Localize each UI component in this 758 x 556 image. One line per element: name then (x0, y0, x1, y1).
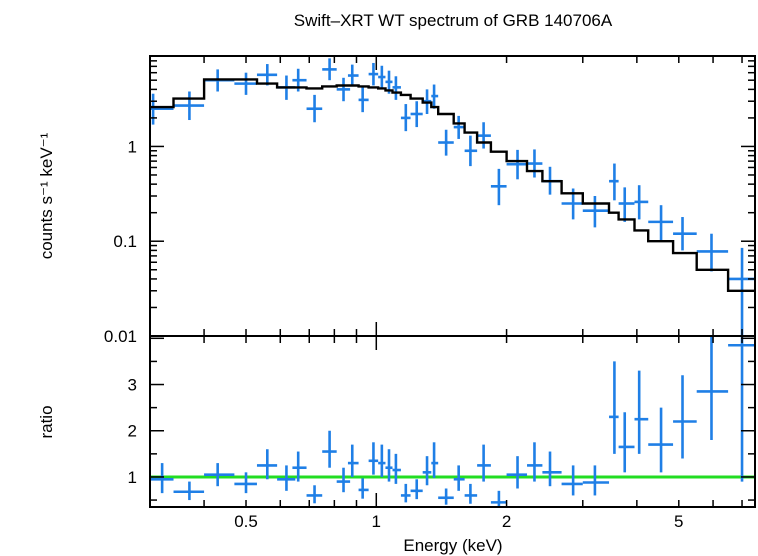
ratio-data-point (277, 465, 296, 491)
spectrum-data-point (322, 58, 337, 81)
spectrum-data-point (306, 94, 323, 123)
spectrum-data-point (392, 76, 401, 100)
spectrum-data-point (173, 91, 205, 121)
spectrum-data-point (453, 115, 465, 139)
y-tick-label: 0.1 (113, 232, 137, 251)
spectrum-data-point (477, 122, 491, 149)
spectrum-data-point (256, 64, 278, 86)
ratio-data-point (234, 472, 257, 494)
spectrum-data-point (609, 163, 619, 201)
y-tick-label: 1 (128, 137, 137, 156)
spectrum-data-point (336, 77, 351, 102)
chart-title: Swift–XRT WT spectrum of GRB 140706A (294, 11, 613, 30)
model-step-path (150, 78, 755, 292)
ratio-data-point (368, 442, 379, 475)
ratio-data-point (477, 444, 491, 482)
ratio-data-point (150, 463, 174, 494)
spectrum-data-point (410, 101, 423, 128)
spectrum-data-point (490, 168, 507, 206)
top-panel: 0.01 0.1 1 (104, 55, 756, 346)
spectrum-data-point (347, 64, 359, 87)
x-axis-label: Energy (keV) (403, 536, 502, 555)
spectrum-data-point (673, 217, 697, 251)
bottom-panel: 0.5 1 2 5 1 2 3 (128, 335, 756, 531)
y-tick-label: 2 (128, 422, 137, 441)
ratio-data-point (696, 336, 729, 440)
ratio-data-point (358, 478, 369, 499)
ratio-data-point (173, 481, 205, 501)
ratio-data-point (438, 488, 454, 505)
ratio-data-point (410, 479, 423, 500)
ratio-data-point (648, 407, 674, 473)
spectrum-data-point (150, 93, 174, 125)
bottom-panel-ticks: 0.5 1 2 5 1 2 3 (128, 336, 755, 531)
model-step-curve (150, 78, 755, 292)
top-panel-frame (149, 55, 756, 337)
ratio-data-point (347, 444, 359, 477)
bottom-panel-frame (149, 335, 756, 508)
spectrum-data-point (648, 205, 674, 242)
ratio-data-point (292, 451, 307, 482)
x-tick-label: 5 (674, 512, 683, 531)
ratio-data-point (431, 442, 439, 478)
ratio-data-point (542, 451, 562, 487)
ratio-data-point (527, 442, 543, 482)
ratio-data-point (392, 453, 401, 484)
spectrum-data-point (400, 104, 411, 132)
spectrum-data-point (358, 87, 369, 113)
spectrum-data-point (527, 149, 543, 178)
spectrum-data-point (378, 65, 386, 89)
spectrum-data-point (634, 185, 649, 220)
ratio-data-point (609, 361, 619, 454)
spectrum-data-point (431, 84, 439, 109)
ratio-data-point (422, 456, 432, 486)
ratio-data-point (464, 483, 478, 504)
x-tick-label: 0.5 (234, 512, 258, 531)
y-tick-label: 0.01 (104, 327, 137, 346)
ratio-data-point (490, 490, 507, 507)
ratio-data-point (561, 465, 583, 496)
x-tick-label: 2 (502, 512, 511, 531)
spectrum-data-point (438, 129, 454, 156)
spectrum-data-point (234, 72, 257, 95)
spectrum-data-point (696, 233, 729, 272)
ratio-data-point (618, 412, 635, 473)
ratio-data-point (256, 449, 278, 480)
ratio-data-point (400, 483, 411, 503)
ratio-data-point (673, 375, 697, 459)
spectrum-data-series (150, 58, 755, 336)
ratio-data-point (453, 465, 465, 491)
ratio-data-point (322, 430, 337, 468)
ratio-data-point (582, 465, 610, 496)
ratio-data-point (204, 463, 235, 487)
spectrum-data-point (582, 196, 610, 228)
spectrum-data-point (464, 135, 478, 167)
ratio-data-point (378, 444, 386, 477)
y-tick-label: 1 (128, 468, 137, 487)
ratio-data-point (506, 456, 528, 489)
y-tick-label: 3 (128, 376, 137, 395)
ratio-data-point (634, 370, 649, 454)
ratio-data-point (336, 467, 351, 493)
spectrum-data-point (618, 187, 635, 222)
bottom-y-axis-label: ratio (37, 405, 56, 438)
spectrum-data-point (506, 149, 528, 180)
ratio-data-point (728, 336, 755, 482)
top-y-axis-label: counts s⁻¹ keV⁻¹ (37, 132, 56, 259)
ratio-data-point (385, 449, 393, 482)
ratio-data-point (306, 485, 323, 504)
spectrum-data-point (368, 62, 379, 86)
ratio-data-series (150, 336, 755, 507)
x-tick-label: 1 (372, 512, 381, 531)
